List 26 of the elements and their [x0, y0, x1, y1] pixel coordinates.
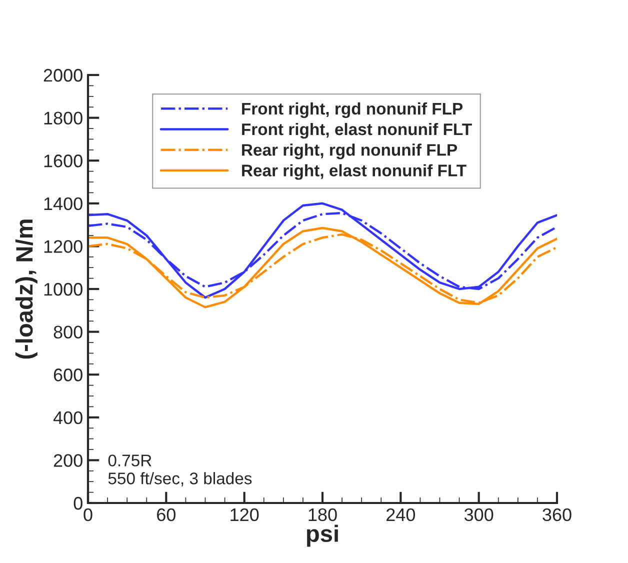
y-tick-label: 1200	[44, 240, 82, 253]
y-tick-label: 0	[74, 496, 82, 510]
line-series	[88, 202, 557, 299]
legend-label: Rear right, elast nonunif FLT	[242, 164, 466, 180]
legend-label: Front right, elast nonunif FLT	[242, 122, 472, 139]
x-tick-label: 360	[542, 508, 572, 522]
y-tick-label: 200	[54, 454, 82, 467]
y-tick-label: 600	[54, 368, 82, 382]
x-tick-label: 240	[386, 508, 416, 522]
y-tick-label: 1000	[44, 282, 82, 296]
x-tick-label: 120	[230, 508, 259, 522]
y-tick-label: 1800	[44, 112, 82, 125]
annotation: 0.75R 550 ft/sec, 3 blades	[108, 454, 252, 486]
legend-label: Rear right, rgd nonunif FLP	[242, 144, 458, 160]
y-tick-label: 2000	[44, 68, 82, 82]
legend-label: Front right, rgd nonunif FLP	[242, 102, 463, 118]
x-tick-label: 0	[84, 508, 92, 522]
y-tick-label: 1600	[44, 154, 82, 168]
y-axis-title: (-loadz), N/m	[15, 220, 38, 359]
y-tick-label: 800	[54, 326, 82, 339]
x-tick-label: 180	[308, 508, 337, 522]
x-axis-title: psi	[307, 524, 338, 547]
x-tick-label: 300	[464, 508, 494, 522]
x-tick-label: 60	[157, 508, 176, 522]
y-tick-label: 1400	[44, 197, 82, 210]
y-tick-label: 400	[53, 411, 82, 424]
